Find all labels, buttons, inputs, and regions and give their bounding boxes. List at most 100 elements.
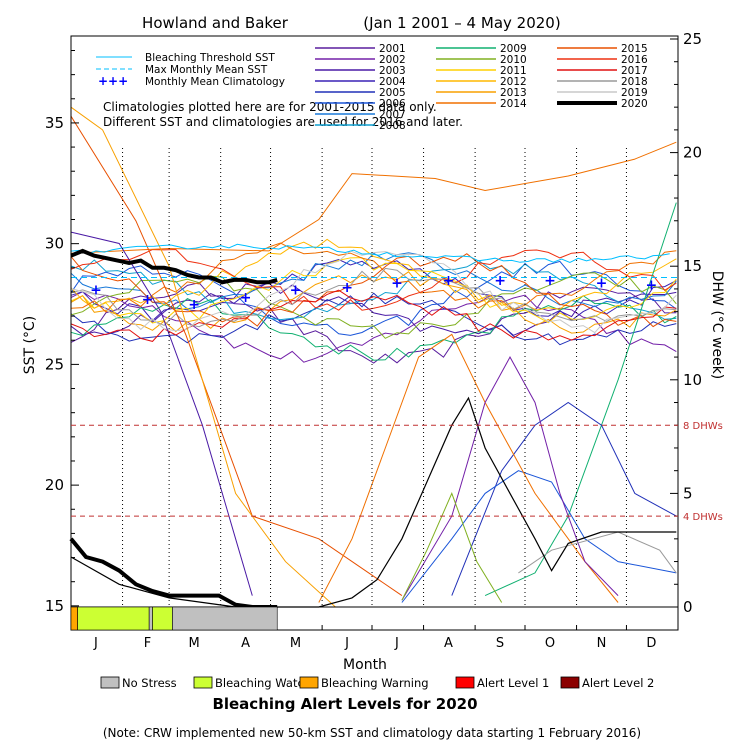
sst-line-2002 — [70, 291, 677, 363]
dhw-line-2010 — [401, 492, 503, 603]
sst-line-2012 — [70, 238, 677, 311]
y-left-tick-label: 20 — [45, 476, 64, 494]
alert-bar-2020 — [70, 606, 278, 631]
sst-line-2014 — [70, 242, 677, 313]
legend-year-label: 2004 — [379, 76, 406, 88]
climatology-mark: + — [90, 283, 102, 299]
alert-segment — [77, 606, 150, 631]
legend-year-label: 2007 — [379, 109, 406, 121]
legend-label: Monthly Mean Climatology — [145, 76, 285, 88]
climatology-mark: + — [142, 292, 154, 308]
legend-year-label: 2015 — [621, 43, 648, 55]
x-tick-label: M — [188, 636, 199, 651]
climatology-mark: + — [544, 273, 556, 289]
legend-label: Bleaching Threshold SST — [145, 52, 275, 64]
footnote: (Note: CRW implemented new 50-km SST and… — [103, 726, 641, 740]
y-right-tick-label: 10 — [683, 371, 702, 389]
dhw-line-2014 — [318, 333, 619, 603]
past-years-lines — [70, 106, 677, 608]
dhw-reference-label: 4 DHWs — [683, 512, 723, 523]
climatology-mark: + — [341, 280, 353, 296]
sst-line-2004 — [70, 258, 677, 322]
x-tick-label: S — [496, 636, 504, 651]
legend-year-label: 2002 — [379, 54, 406, 66]
axes-group: J F M A M J J A S O N D 15 20 25 30 35 0 5 10 15 20 25 8 DHWs 4 … — [45, 30, 723, 651]
alert-legend-label: Bleaching Watch — [215, 676, 311, 690]
legend-year-label: 2006 — [379, 98, 406, 110]
x-tick-label: F — [144, 636, 151, 651]
alert-legend-swatch — [455, 676, 475, 689]
x-tick-label: A — [444, 636, 453, 651]
climatology-mark: + — [240, 290, 252, 306]
alert-level-legend: No Stress Bleaching Watch Bleaching Warnin… — [100, 676, 654, 690]
legend-year-label: 2010 — [500, 54, 527, 66]
alert-legend-swatch — [193, 676, 213, 689]
climatology-mark: + — [290, 283, 302, 299]
legend-year-label: 2019 — [621, 87, 648, 99]
y-right-tick-label: 0 — [683, 598, 693, 616]
sst-line-2003 — [70, 282, 677, 336]
sst-line-2007 — [70, 252, 677, 310]
x-tick-label: N — [597, 636, 607, 651]
sst-line-2011 — [70, 257, 677, 324]
alert-legend-label: Bleaching Warning — [321, 676, 429, 690]
sst-line-2019 — [70, 250, 677, 334]
climatology-mark: + — [646, 278, 658, 294]
legend-year-label: 2012 — [500, 76, 527, 88]
x-tick-label: O — [545, 636, 555, 651]
sst-line-2014-high — [70, 141, 677, 254]
climatology-mark: + — [596, 275, 608, 291]
sst-line-2020 — [70, 248, 278, 285]
alert-segment — [172, 606, 278, 631]
sst-line-2016 — [70, 248, 677, 311]
x-tick-label: M — [290, 636, 301, 651]
dhw-line-2020 — [69, 537, 278, 609]
legend-year-label: 2008 — [379, 120, 406, 132]
sst-line-2009 — [70, 295, 677, 361]
sst-line-2010 — [70, 272, 677, 339]
y-axis-left-label: SST (°C) — [22, 316, 38, 374]
dhw-line-2019 — [70, 396, 677, 608]
x-tick-label: D — [646, 636, 656, 651]
chart-date-range: (Jan 1 2001 – 4 May 2020) — [363, 14, 560, 32]
dhw-line-2013 — [70, 106, 336, 608]
alert-legend-swatch — [100, 676, 120, 689]
x-axis-label: Month — [343, 657, 387, 673]
dhw-line-2002 — [401, 356, 619, 601]
y-left-tick-label: 30 — [45, 235, 64, 253]
legend-swatch: +++ — [98, 74, 128, 88]
dhw-line-2005 — [451, 401, 677, 596]
alert-legend-label: Alert Level 2 — [582, 676, 654, 690]
legend-year-label: 2001 — [379, 43, 406, 55]
year-2020-lines — [69, 248, 278, 609]
y-left-tick-label: 25 — [45, 355, 64, 373]
legend-year-label: 2016 — [621, 54, 648, 66]
x-tick-label: J — [93, 636, 98, 651]
sst-line-2018 — [70, 267, 677, 328]
legend-label: Max Monthly Mean SST — [145, 64, 268, 76]
dhw-line-2003 — [70, 231, 253, 596]
alert-legend-label: No Stress — [122, 676, 177, 690]
legend-year-label: 2003 — [379, 65, 406, 77]
legend-year-label: 2009 — [500, 43, 527, 55]
alert-legend-swatch — [299, 676, 319, 689]
sst-line-2015 — [70, 253, 677, 328]
legend-year-label: 2011 — [500, 65, 527, 77]
climatology-mark: + — [443, 273, 455, 289]
sst-line-2005 — [70, 292, 677, 346]
y-left-tick-label: 15 — [45, 597, 64, 615]
dhw-line-2009 — [484, 202, 677, 597]
sst-line-2017 — [70, 289, 677, 342]
sst-line-2001 — [70, 282, 677, 364]
alert-segment — [152, 606, 173, 631]
alert-segment — [70, 606, 78, 631]
legend-year-label: 2020 — [621, 98, 648, 110]
alert-legend-label: Alert Level 1 — [477, 676, 549, 690]
alert-legend-swatch — [560, 676, 580, 689]
y-left-tick-label: 35 — [45, 114, 64, 132]
x-tick-label: J — [344, 636, 349, 651]
climatology-mark: + — [494, 273, 506, 289]
legend-year-label: 2013 — [500, 87, 527, 99]
